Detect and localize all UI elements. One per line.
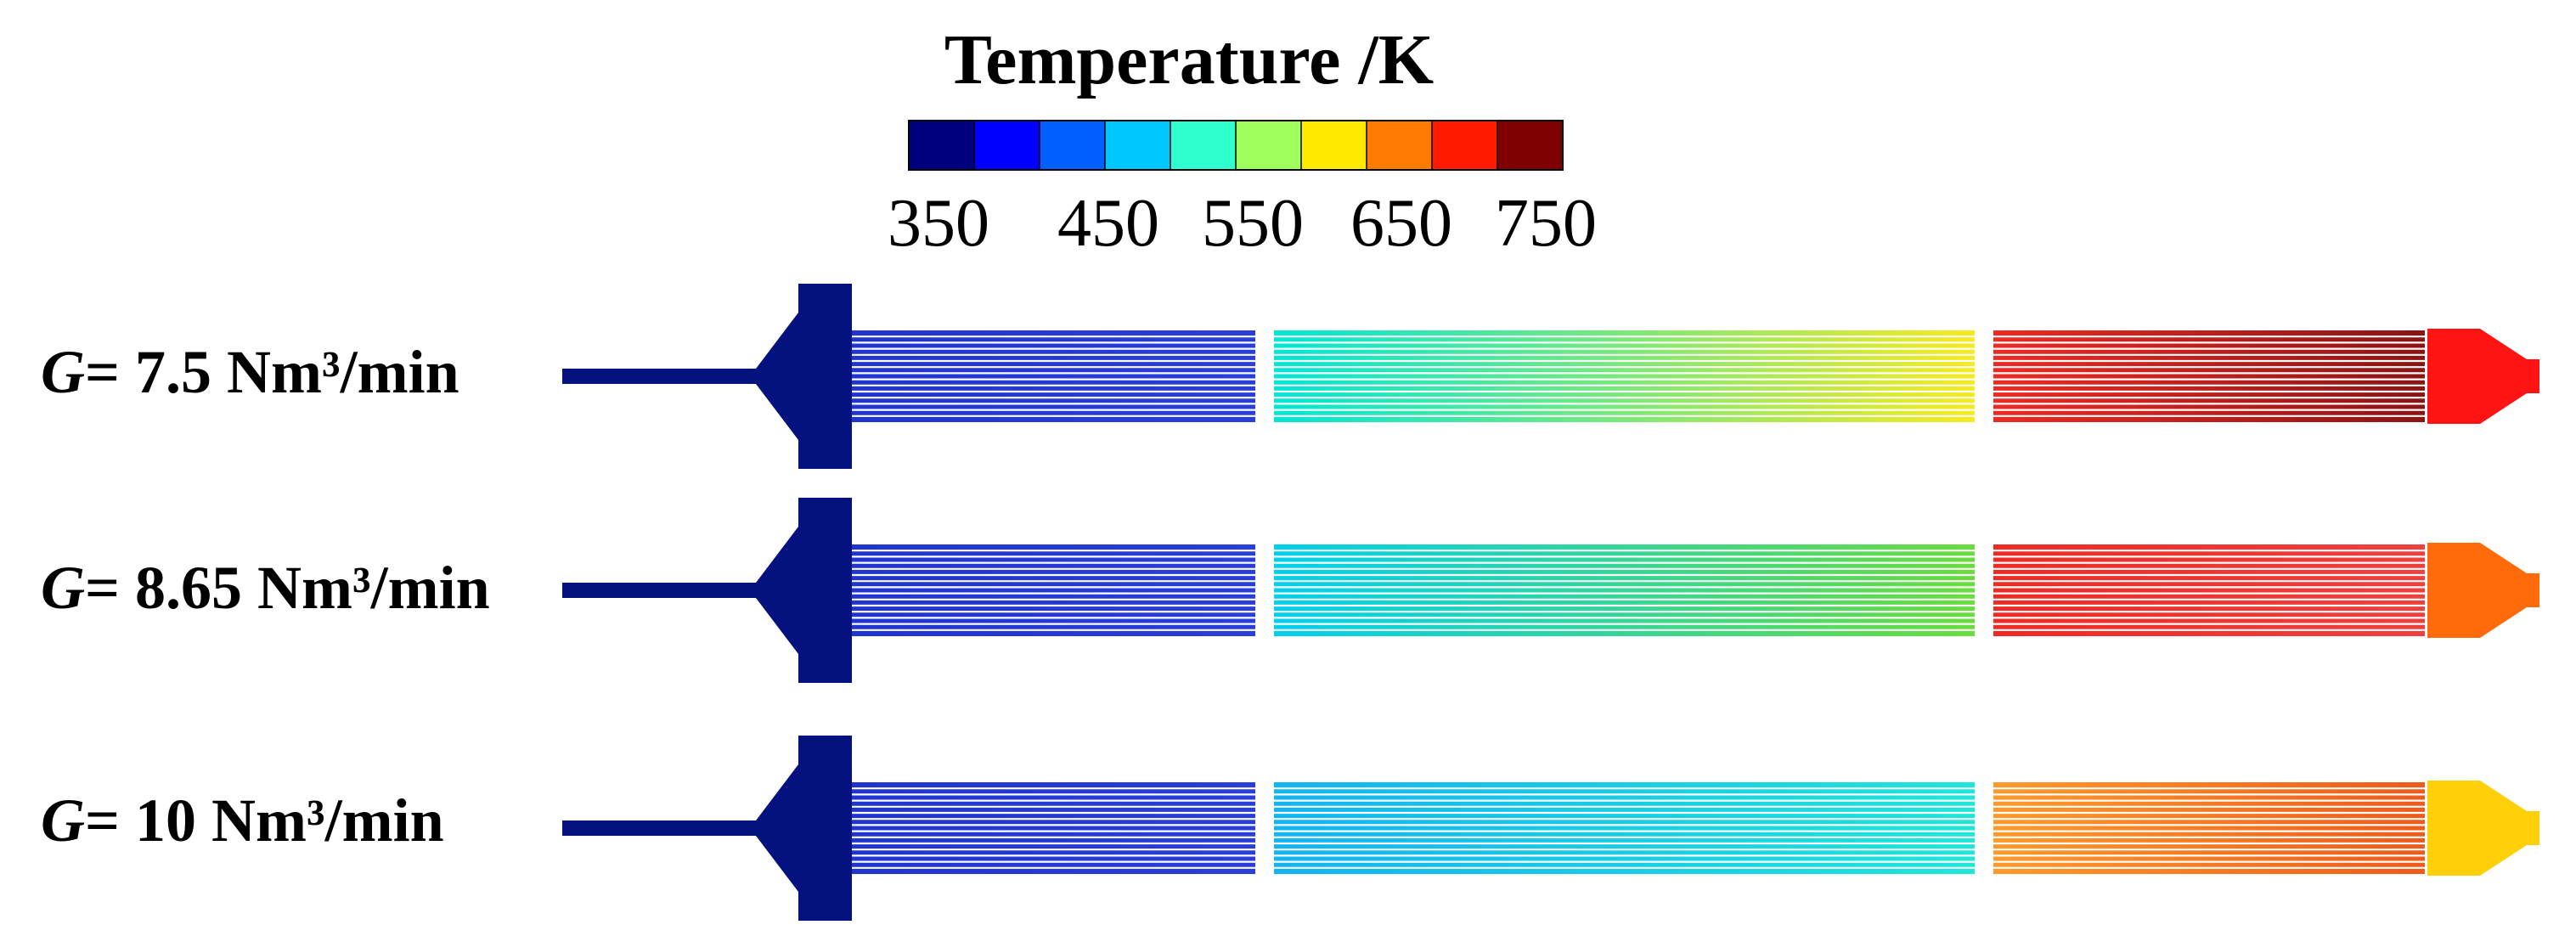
inlet-pipe <box>562 583 756 598</box>
tube-bank-section <box>1274 330 1975 422</box>
flow-rate-symbol: G <box>41 338 85 406</box>
flow-rate-symbol: G <box>41 787 85 854</box>
inlet-manifold <box>756 284 852 469</box>
tube-bank-section <box>852 544 1255 636</box>
colorbar-tick-label: 350 <box>888 186 989 261</box>
tube-bank-section <box>852 782 1255 874</box>
colorbar-segment <box>1301 121 1367 170</box>
colorbar <box>908 120 1564 171</box>
colorbar-segment <box>1236 121 1302 170</box>
reactor-row <box>562 736 2539 921</box>
colorbar-segment <box>1170 121 1237 170</box>
tube-bank-section <box>1274 782 1975 874</box>
flow-rate-label: G= 10 Nm³/min <box>41 790 584 851</box>
colorbar-segment <box>1040 121 1106 170</box>
flow-rate-label: G= 8.65 Nm³/min <box>41 557 584 618</box>
outlet-manifold <box>2427 329 2539 424</box>
tube-bank-section <box>1993 330 2425 422</box>
flow-rate-value: = 7.5 Nm³/min <box>85 338 459 406</box>
reactor-row <box>562 498 2539 683</box>
tube-bank-section <box>1993 782 2425 874</box>
tube-bank-section <box>1993 544 2425 636</box>
colorbar-segment <box>974 121 1040 170</box>
inlet-pipe <box>562 820 756 836</box>
flow-rate-value: = 10 Nm³/min <box>85 787 444 854</box>
colorbar-tick-label: 450 <box>1057 186 1159 261</box>
colorbar-tick-label: 650 <box>1350 186 1452 261</box>
inlet-pipe <box>562 369 756 384</box>
flow-rate-label: G= 7.5 Nm³/min <box>41 341 584 403</box>
flow-rows <box>562 284 2539 921</box>
inlet-manifold <box>756 736 852 921</box>
colorbar-segment <box>909 121 975 170</box>
colorbar-border <box>908 120 1564 171</box>
colorbar-segment <box>1105 121 1171 170</box>
flow-rate-value: = 8.65 Nm³/min <box>85 554 490 622</box>
colorbar-segment <box>1367 121 1433 170</box>
flow-rate-symbol: G <box>41 554 85 622</box>
tube-bank-section <box>852 330 1255 422</box>
colorbar-tick-label: 750 <box>1495 186 1597 261</box>
colorbar-tick-label: 550 <box>1202 186 1304 261</box>
inlet-manifold <box>756 498 852 683</box>
colorbar-segment <box>1497 121 1564 170</box>
tube-bank-section <box>1274 544 1975 636</box>
outlet-manifold <box>2427 781 2539 876</box>
reactor-row <box>562 284 2539 469</box>
colorbar-title: Temperature /K <box>944 20 1435 99</box>
outlet-manifold <box>2427 543 2539 638</box>
colorbar-segment <box>1432 121 1498 170</box>
